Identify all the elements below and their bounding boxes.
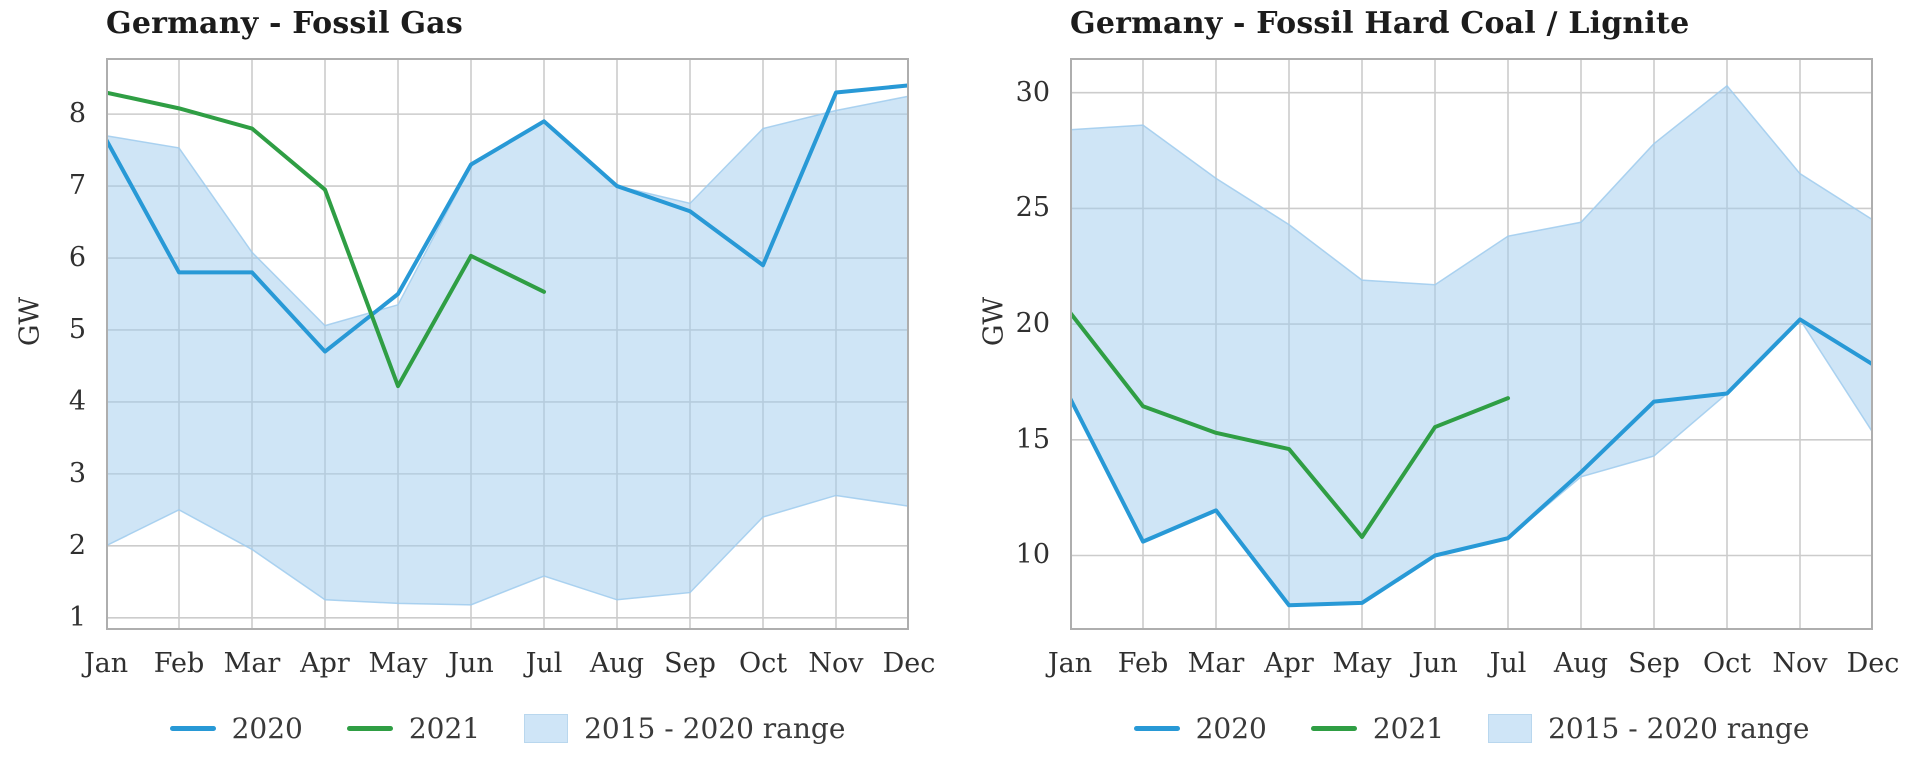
legend-item-2020: 2020 — [169, 712, 303, 745]
x-tick-label: Jun — [448, 648, 494, 679]
x-tick-label: Dec — [882, 648, 936, 679]
legend-item-2020: 2020 — [1133, 712, 1267, 745]
y-tick-label: 8 — [68, 98, 86, 130]
x-tick-label: Jul — [525, 648, 563, 679]
series-line-2021 — [106, 90, 546, 389]
y-tick-label: 1 — [68, 601, 86, 633]
y-tick-label: 4 — [68, 385, 86, 417]
x-tick-label: Sep — [1628, 648, 1680, 679]
chart-fossil-hard-coal-lignite: Germany - Fossil Hard Coal / Lignite GW … — [960, 0, 1920, 776]
plot-area — [106, 58, 909, 630]
legend-label: 2020 — [231, 712, 303, 745]
x-tick-label: Apr — [300, 648, 350, 679]
y-tick-label: 30 — [1015, 76, 1050, 108]
y-tick-label: 3 — [68, 457, 86, 489]
series-line-2020 — [106, 83, 909, 354]
legend-label: 2021 — [1372, 712, 1445, 745]
range-band — [1070, 84, 1873, 607]
legend-line-swatch — [346, 726, 393, 731]
y-tick-label: 15 — [1015, 423, 1050, 455]
y-tick-label: 10 — [1015, 539, 1050, 571]
legend-item-range: 2015 - 2020 range — [524, 712, 845, 745]
y-tick-label: 25 — [1015, 192, 1050, 224]
series-line-2020 — [1070, 317, 1873, 608]
plot-border — [1070, 58, 1873, 630]
range-band — [106, 95, 909, 606]
legend-line-swatch — [1310, 726, 1357, 731]
plot-area — [1070, 58, 1873, 630]
x-tick-label: Feb — [1117, 648, 1169, 679]
y-tick-label: 20 — [1015, 308, 1050, 340]
legend-item-2021: 2021 — [1310, 712, 1445, 745]
x-tick-label: May — [1332, 648, 1392, 679]
chart-title: Germany - Fossil Hard Coal / Lignite — [1070, 6, 1690, 41]
x-tick-label: Mar — [1187, 648, 1245, 679]
x-tick-label: Jul — [1489, 648, 1527, 679]
legend-label: 2020 — [1195, 712, 1267, 745]
x-tick-label: Sep — [664, 648, 716, 679]
plot-border — [106, 58, 909, 630]
x-tick-label: Dec — [1846, 648, 1900, 679]
x-tick-label: Oct — [1702, 648, 1752, 679]
x-tick-label: Nov — [1772, 648, 1828, 679]
x-tick-label: Apr — [1264, 648, 1314, 679]
legend-label: 2021 — [408, 712, 481, 745]
legend-label: 2015 - 2020 range — [1548, 712, 1810, 745]
y-tick-label: 6 — [68, 242, 86, 274]
legend-line-swatch — [169, 726, 216, 731]
chart-title: Germany - Fossil Gas — [106, 6, 463, 41]
y-tick-label: 7 — [68, 170, 86, 202]
legend-label: 2015 - 2020 range — [584, 712, 846, 745]
legend-item-range: 2015 - 2020 range — [1488, 712, 1809, 745]
x-tick-label: Feb — [153, 648, 205, 679]
y-tick-label: 2 — [68, 529, 86, 561]
legend-patch-swatch — [524, 714, 569, 743]
legend-line-swatch — [1133, 726, 1180, 731]
x-tick-label: Mar — [223, 648, 281, 679]
x-tick-label: Jun — [1412, 648, 1458, 679]
x-tick-label: May — [368, 648, 428, 679]
x-tick-label: Nov — [808, 648, 864, 679]
series-line-2021 — [1070, 310, 1510, 539]
x-tick-label: Jan — [1047, 648, 1093, 679]
legend: 2020 2021 2015 - 2020 range — [106, 712, 909, 745]
x-tick-label: Oct — [738, 648, 788, 679]
legend: 2020 2021 2015 - 2020 range — [1070, 712, 1873, 745]
y-tick-label: 5 — [68, 313, 86, 345]
legend-item-2021: 2021 — [346, 712, 481, 745]
x-tick-label: Aug — [1553, 648, 1609, 679]
x-tick-label: Aug — [589, 648, 645, 679]
x-tick-label: Jan — [83, 648, 129, 679]
legend-patch-swatch — [1488, 714, 1533, 743]
